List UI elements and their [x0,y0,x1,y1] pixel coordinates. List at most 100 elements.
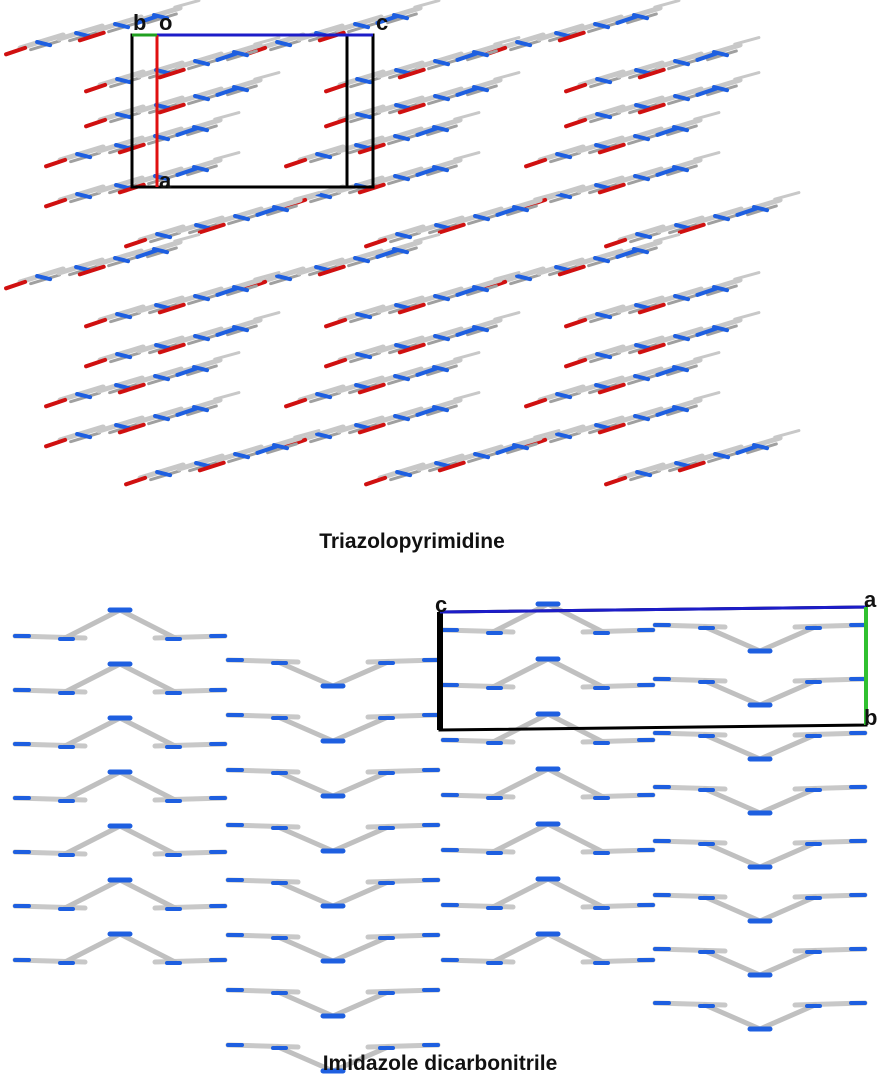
bond [120,826,175,854]
bond [86,320,106,326]
bond [493,934,548,962]
bond [120,934,175,962]
bond [705,627,760,651]
bond [120,772,175,800]
bond [6,48,26,54]
bond [326,120,346,126]
cell-label: c [435,592,447,617]
cell-label: b [133,10,146,35]
bond [333,662,388,686]
molecule [244,1,442,58]
bond [175,1,200,8]
molecule [15,826,225,855]
bond [548,659,603,687]
bond [760,951,815,975]
molecule [443,659,653,688]
bond [735,38,760,45]
molecule [124,193,322,250]
molecule [604,193,802,250]
molecule [443,769,653,798]
molecule [484,1,682,58]
bond [326,320,346,326]
bond [493,769,548,797]
bond [760,789,815,813]
molecule [15,610,225,639]
bond [566,85,586,91]
bond [278,827,333,851]
bond [286,160,306,166]
bond [326,85,346,91]
bond [735,273,760,280]
bond [495,313,520,320]
bond [120,610,175,638]
bond [455,353,480,360]
molecule [655,895,865,921]
bond [655,1,680,8]
molecule [443,879,653,908]
bond [735,73,760,80]
bond [493,604,548,632]
bond [46,400,66,406]
bond [86,360,106,366]
bond [760,735,815,759]
bond [65,664,120,692]
bond [86,120,106,126]
bond [333,882,388,906]
bond [548,879,603,907]
bond [760,843,815,867]
caption: Triazolopyrimidine [319,530,505,553]
bond [278,937,333,961]
bond [760,627,815,651]
bond [278,882,333,906]
molecule [244,235,442,292]
bond [86,85,106,91]
bond [566,360,586,366]
bond [65,826,120,854]
molecule [228,770,438,796]
bond [65,610,120,638]
molecule [364,431,562,488]
cell-label: a [864,587,877,612]
bond [278,717,333,741]
bond [333,772,388,796]
bond [705,735,760,759]
molecule [655,679,865,705]
bond [775,193,800,200]
molecule [655,1003,865,1029]
bond [415,1,440,8]
bond [415,235,440,242]
cell-label: o [159,10,172,35]
molecule [228,935,438,961]
molecule [15,772,225,801]
bond [705,897,760,921]
molecule [604,431,802,488]
molecule [655,787,865,813]
bond [120,718,175,746]
bond [65,718,120,746]
bond [333,827,388,851]
bond [333,717,388,741]
bond [493,659,548,687]
molecule [655,625,865,651]
bond [705,681,760,705]
cell-label: c [376,10,388,35]
molecule [228,990,438,1016]
molecule [443,824,653,853]
bond [255,73,280,80]
molecule [15,664,225,693]
bond [120,664,175,692]
bond [126,478,146,484]
bond [566,120,586,126]
bond [65,934,120,962]
bond [333,992,388,1016]
bond [493,824,548,852]
molecule [364,193,562,250]
bond [695,393,720,400]
bond [175,235,200,242]
molecule [443,604,653,633]
bond [455,113,480,120]
cell-label: b [864,705,877,730]
figure: b o c a Triazolopyrimidine c a b Imidazo… [0,0,883,1082]
bond [566,320,586,326]
triazolopyrimidine-packing [4,1,802,488]
